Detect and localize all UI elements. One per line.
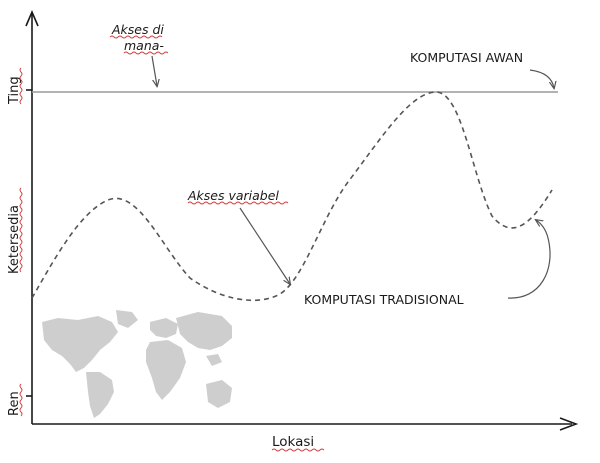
- x-axis-arrow: [559, 417, 579, 431]
- annotation-access-anywhere-2: mana-: [124, 38, 164, 53]
- annotation-access-anywhere-1: Akses di: [111, 22, 164, 37]
- y-label-low: Ren: [7, 391, 22, 416]
- cloud-label-arrow: [529, 69, 554, 88]
- y-axis-arrow: [25, 9, 39, 27]
- access-anywhere-arrow: [151, 55, 157, 86]
- traditional-computing-curve: [31, 91, 553, 302]
- annotation-variable-access: Akses variabel: [187, 188, 279, 203]
- y-axis-label: Ketersedia: [7, 205, 22, 274]
- traditional-computing-label: KOMPUTASI TRADISIONAL: [304, 292, 464, 307]
- x-axis-label: Lokasi: [272, 434, 314, 450]
- cloud-computing-label: KOMPUTASI AWAN: [410, 50, 523, 65]
- variable-access-arrow: [239, 207, 290, 284]
- traditional-label-arrow: [507, 220, 551, 299]
- axes: [25, 9, 579, 431]
- world-map-icon: [42, 310, 232, 418]
- spellcheck-underlines: [19, 35, 325, 452]
- y-label-high: Ting: [7, 76, 22, 105]
